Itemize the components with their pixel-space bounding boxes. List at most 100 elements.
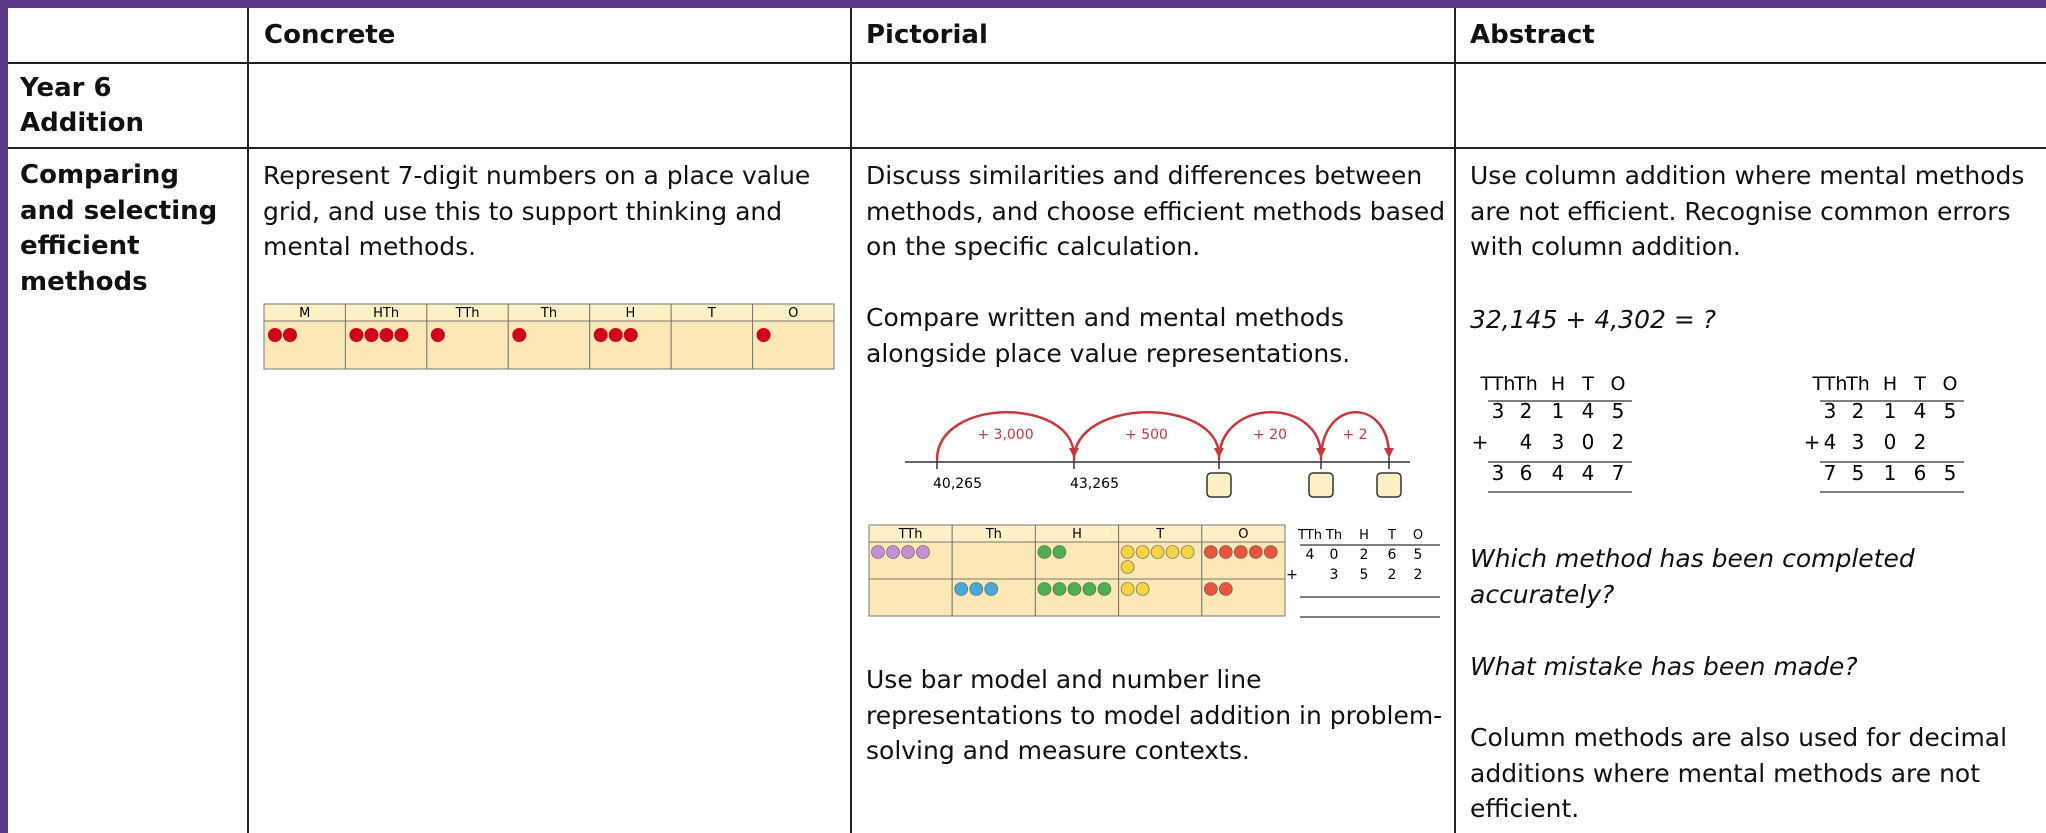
sum-digit: 4 [1552,461,1565,485]
counter [1037,545,1052,559]
jump-label: + 3,000 [977,427,1033,443]
sum-digit: 3 [1852,430,1865,454]
row-label: Year 6 [20,73,112,103]
jump-arc [1319,411,1391,461]
counter [1082,582,1097,596]
prompt: Which method has been completed accurate… [1470,544,1915,609]
counter [969,582,983,596]
place-value-grid: M HTh TTh Th H T O [263,303,835,370]
sum-digit: 0 [1330,547,1339,563]
counter [1263,545,1278,559]
sum-digit: 3 [1492,461,1505,485]
col-line [1454,8,1456,833]
sum-header: O [1611,373,1626,395]
grid-header: H [626,306,636,321]
counter [379,328,394,342]
grid-header: Th [540,306,557,321]
sum-header: O [1413,528,1423,543]
counter [1135,545,1150,559]
sum-header: T [1387,528,1396,543]
operator: + [1804,430,1821,454]
sum-digit: 1 [1884,399,1897,423]
counter [954,582,968,596]
sum-header: Th [1845,373,1870,395]
sum-digit: 2 [1388,567,1397,583]
counter [1120,582,1135,596]
sum-digit: 5 [1944,399,1957,423]
row-label: Addition [20,108,144,138]
grid-cell [951,541,1036,580]
counter [1248,545,1263,559]
sum-digit: 2 [1914,430,1927,454]
counter [1233,545,1248,559]
grid-cell [868,578,953,617]
column-header: Abstract [1470,20,1595,50]
cell-text: Use bar model and number line representa… [866,665,1443,765]
col-line [850,8,852,833]
counter [1135,582,1150,596]
counter [871,545,885,559]
sum-digit: 2 [1414,567,1423,583]
grid-header: TTh [455,306,480,321]
sum-digit: 6 [1520,461,1533,485]
number-label: 40,265 [933,476,982,492]
prompt: What mistake has been made? [1470,652,1858,681]
sum-digit: 7 [1612,461,1625,485]
grid-header: H [1072,527,1082,542]
cell-text: Represent 7-digit numbers on a place val… [263,161,811,261]
counter [901,545,915,559]
counter [1165,545,1180,559]
grid-header: M [299,306,310,321]
sum-header: TTh [1812,373,1848,395]
counter [1120,545,1135,559]
counter [1052,582,1067,596]
sum-digit: 3 [1824,399,1837,423]
sum-digit: 1 [1552,399,1565,423]
cell-text: Discuss similarities and differences bet… [866,161,1446,261]
counter [283,328,297,342]
grid-header: HTh [373,306,399,321]
jump-arc [1072,411,1221,461]
jump-arc [935,411,1076,461]
sum-digit: 0 [1582,430,1595,454]
grid-header: TTh [898,527,923,542]
sum-digit: 2 [1520,399,1533,423]
answer-box [1308,472,1334,498]
sum-header: Th [1513,373,1538,395]
cell-text: Use column addition where mental methods… [1470,161,2025,261]
number-label: 43,265 [1070,476,1119,492]
counter [916,545,930,559]
sum-digit: 2 [1360,547,1369,563]
counter [984,582,998,596]
row-line [8,147,2046,149]
answer-box [1376,472,1402,498]
counter [608,328,623,342]
column-addition: TTh Th H T O 4 0 2 6 5 3 5 2 2 + [1286,528,1440,618]
counter [268,328,282,342]
counter [349,328,364,342]
sum-digit: 5 [1360,567,1369,583]
grid-header: T [1155,527,1164,542]
grid-header: Th [985,527,1002,542]
sum-digit: 4 [1582,461,1595,485]
sum-digit: 5 [1612,399,1625,423]
sum-digit: 1 [1884,461,1897,485]
counter [756,328,771,342]
sum-digit: 4 [1520,430,1533,454]
question: 32,145 + 4,302 = ? [1470,305,1716,334]
sum-header: TTh [1480,373,1516,395]
counter [430,328,445,342]
sum-digit: 4 [1824,430,1837,454]
sum-digit: 4 [1306,547,1315,563]
counter [1203,545,1218,559]
counter [1052,545,1067,559]
counter [512,328,527,342]
number-line: + 3,000 + 500 + 20 + 2 40,265 43,265 [905,411,1410,498]
sum-digit: 5 [1944,461,1957,485]
sum-digit: 3 [1552,430,1565,454]
sum-header: T [1913,373,1926,395]
column-header: Pictorial [866,20,988,50]
counter [1150,545,1165,559]
row-label: Comparing and selecting efficient method… [20,160,218,297]
